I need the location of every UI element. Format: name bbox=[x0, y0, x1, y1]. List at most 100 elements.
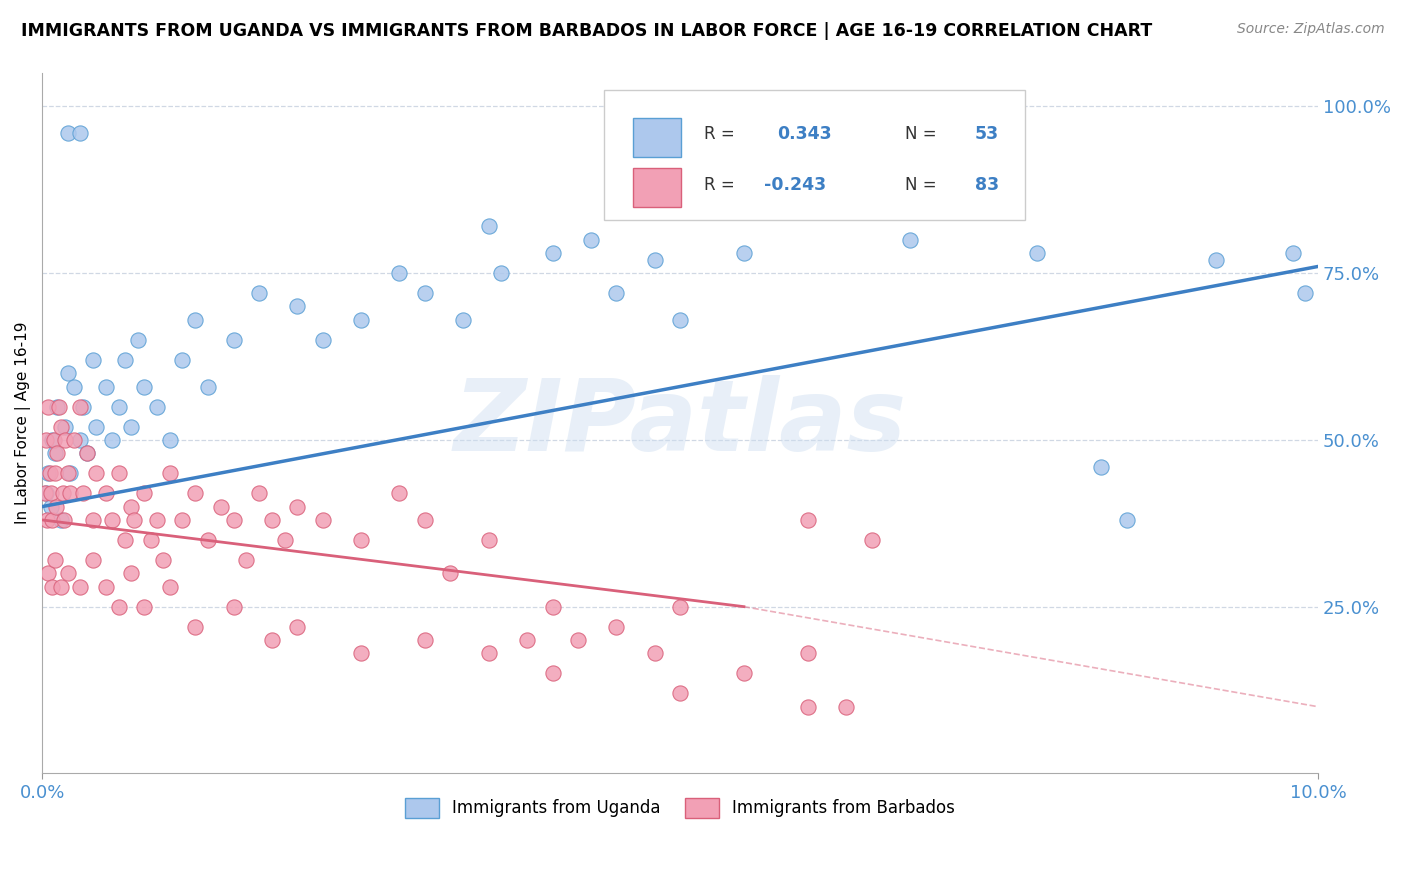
Point bbox=[388, 486, 411, 500]
Text: 83: 83 bbox=[974, 176, 1000, 194]
Point bbox=[46, 400, 69, 414]
Point bbox=[41, 513, 63, 527]
Point bbox=[94, 486, 117, 500]
Point bbox=[350, 533, 373, 547]
Point bbox=[579, 233, 602, 247]
Point bbox=[72, 400, 94, 414]
Text: -0.243: -0.243 bbox=[765, 176, 827, 194]
Point bbox=[478, 646, 501, 660]
Text: N =: N = bbox=[904, 126, 942, 144]
Point bbox=[541, 246, 564, 260]
Point bbox=[172, 513, 194, 527]
Point bbox=[146, 513, 169, 527]
Point bbox=[197, 379, 219, 393]
Y-axis label: In Labor Force | Age 16-19: In Labor Force | Age 16-19 bbox=[15, 322, 31, 524]
Point bbox=[45, 500, 67, 514]
Point bbox=[541, 599, 564, 614]
Point bbox=[235, 553, 257, 567]
Point bbox=[101, 433, 124, 447]
Point bbox=[84, 467, 107, 481]
Point bbox=[38, 467, 60, 481]
Point bbox=[247, 486, 270, 500]
Point bbox=[1090, 459, 1112, 474]
Point bbox=[114, 352, 136, 367]
Point bbox=[605, 286, 627, 301]
Point bbox=[184, 313, 207, 327]
FancyBboxPatch shape bbox=[633, 169, 682, 207]
Point bbox=[134, 486, 156, 500]
Point bbox=[1026, 246, 1049, 260]
Point bbox=[312, 513, 335, 527]
Point bbox=[285, 620, 308, 634]
Point bbox=[63, 379, 86, 393]
Point bbox=[82, 513, 104, 527]
Point bbox=[114, 533, 136, 547]
Point bbox=[51, 486, 73, 500]
Point bbox=[84, 419, 107, 434]
Point bbox=[796, 513, 818, 527]
Point bbox=[56, 366, 79, 380]
Point bbox=[491, 266, 513, 280]
Point bbox=[222, 333, 245, 347]
Point bbox=[39, 500, 62, 514]
Point bbox=[439, 566, 461, 581]
Text: R =: R = bbox=[704, 126, 741, 144]
Point bbox=[56, 467, 79, 481]
Text: ZIPatlas: ZIPatlas bbox=[454, 375, 907, 472]
Point bbox=[898, 233, 921, 247]
Point bbox=[541, 666, 564, 681]
Point bbox=[35, 486, 58, 500]
Point bbox=[644, 646, 666, 660]
FancyBboxPatch shape bbox=[603, 90, 1025, 220]
Point bbox=[42, 433, 65, 447]
Point bbox=[860, 533, 883, 547]
Point bbox=[1115, 513, 1137, 527]
Point bbox=[184, 620, 207, 634]
Point bbox=[172, 352, 194, 367]
Point bbox=[184, 486, 207, 500]
Point bbox=[197, 533, 219, 547]
Point bbox=[53, 419, 76, 434]
Point bbox=[733, 246, 755, 260]
Point bbox=[69, 580, 91, 594]
Point bbox=[37, 400, 59, 414]
Point bbox=[35, 433, 58, 447]
Point bbox=[733, 666, 755, 681]
Point bbox=[37, 513, 59, 527]
Point bbox=[59, 467, 82, 481]
Point bbox=[669, 686, 692, 700]
Point bbox=[101, 513, 124, 527]
Point bbox=[1281, 246, 1303, 260]
Point bbox=[48, 400, 70, 414]
Point bbox=[127, 333, 149, 347]
Point bbox=[59, 486, 82, 500]
Point bbox=[605, 620, 627, 634]
Point bbox=[312, 333, 335, 347]
Point bbox=[37, 467, 59, 481]
Point bbox=[51, 513, 73, 527]
Point bbox=[152, 553, 174, 567]
Point bbox=[51, 419, 73, 434]
Point bbox=[285, 300, 308, 314]
Point bbox=[1205, 252, 1227, 267]
Point bbox=[72, 486, 94, 500]
Text: R =: R = bbox=[704, 176, 741, 194]
Point bbox=[413, 633, 436, 648]
Point bbox=[146, 400, 169, 414]
Point bbox=[94, 580, 117, 594]
Point bbox=[34, 486, 56, 500]
FancyBboxPatch shape bbox=[633, 119, 682, 157]
Point bbox=[107, 467, 129, 481]
Point bbox=[94, 379, 117, 393]
Point bbox=[350, 313, 373, 327]
Point bbox=[134, 379, 156, 393]
Point bbox=[388, 266, 411, 280]
Legend: Immigrants from Uganda, Immigrants from Barbados: Immigrants from Uganda, Immigrants from … bbox=[399, 791, 962, 824]
Point bbox=[46, 446, 69, 460]
Point bbox=[413, 286, 436, 301]
Point bbox=[413, 513, 436, 527]
Point bbox=[159, 433, 181, 447]
Point bbox=[37, 566, 59, 581]
Point bbox=[41, 433, 63, 447]
Point bbox=[82, 553, 104, 567]
